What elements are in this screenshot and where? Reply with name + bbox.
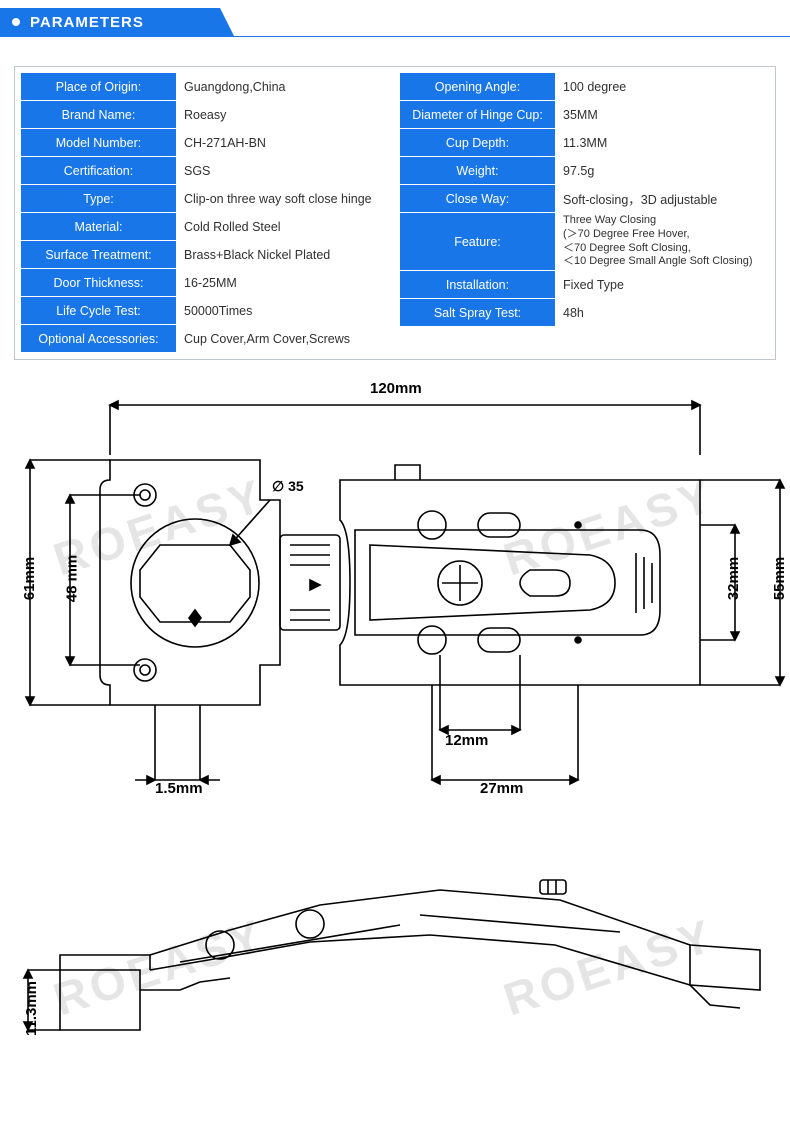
spec-value: Brass+Black Nickel Plated [176,241,390,269]
header-underline [0,36,790,37]
spec-table-wrapper: Place of Origin:Guangdong,ChinaBrand Nam… [14,66,776,360]
spec-column-right: Opening Angle:100 degreeDiameter of Hing… [400,73,769,353]
spec-value: 11.3MM [555,129,769,157]
spec-row: Model Number:CH-271AH-BN [21,129,390,157]
spec-row: Place of Origin:Guangdong,China [21,73,390,101]
spec-value: 97.5g [555,157,769,185]
spec-value: Cup Cover,Arm Cover,Screws [176,325,390,353]
spec-value: 48h [555,299,769,327]
spec-label: Close Way: [400,185,555,213]
spec-value: SGS [176,157,390,185]
spec-label: Model Number: [21,129,176,157]
spec-row: Salt Spray Test:48h [400,299,769,327]
side-view-drawing [0,850,790,1110]
spec-label: Place of Origin: [21,73,176,101]
spec-label: Installation: [400,271,555,299]
spec-row: Brand Name:Roeasy [21,101,390,129]
spec-label: Diameter of Hinge Cup: [400,101,555,129]
spec-label: Optional Accessories: [21,325,176,353]
spec-value: Roeasy [176,101,390,129]
bullet-dot-icon [12,18,20,26]
spec-value: 16-25MM [176,269,390,297]
spec-row: Material:Cold Rolled Steel [21,213,390,241]
spec-row: Surface Treatment:Brass+Black Nickel Pla… [21,241,390,269]
spec-label: Weight: [400,157,555,185]
spec-row: Weight:97.5g [400,157,769,185]
technical-drawing: ROEASY ROEASY ROEASY ROEASY 120mm 61mm 4… [0,380,790,1100]
spec-row: Door Thickness:16-25MM [21,269,390,297]
spec-value: Guangdong,China [176,73,390,101]
spec-row: Type:Clip-on three way soft close hinge [21,185,390,213]
spec-label: Opening Angle: [400,73,555,101]
spec-label: Feature: [400,213,555,271]
spec-row: Diameter of Hinge Cup:35MM [400,101,769,129]
spec-label: Type: [21,185,176,213]
header-title: PARAMETERS [30,14,144,31]
header-blue-bar: PARAMETERS [0,8,220,36]
spec-row: Cup Depth:11.3MM [400,129,769,157]
spec-label: Surface Treatment: [21,241,176,269]
spec-label: Material: [21,213,176,241]
spec-row: Certification:SGS [21,157,390,185]
spec-value: Three Way Closing(＞70 Degree Free Hover,… [555,213,769,271]
spec-value: 50000Times [176,297,390,325]
top-view-drawing [0,385,790,825]
spec-label: Brand Name: [21,101,176,129]
spec-label: Certification: [21,157,176,185]
spec-row: Feature:Three Way Closing(＞70 Degree Fre… [400,213,769,271]
spec-row: Installation:Fixed Type [400,271,769,299]
spec-row: Life Cycle Test:50000Times [21,297,390,325]
spec-column-left: Place of Origin:Guangdong,ChinaBrand Nam… [21,73,390,353]
spec-row: Close Way:Soft-closing，3D adjustable [400,185,769,213]
spec-row: Opening Angle:100 degree [400,73,769,101]
spec-value: Cold Rolled Steel [176,213,390,241]
spec-value: Clip-on three way soft close hinge [176,185,390,213]
spec-value: 35MM [555,101,769,129]
spec-label: Life Cycle Test: [21,297,176,325]
spec-value: Fixed Type [555,271,769,299]
spec-value: CH-271AH-BN [176,129,390,157]
spec-value: 100 degree [555,73,769,101]
spec-value: Soft-closing，3D adjustable [555,185,769,213]
header-band: PARAMETERS [0,8,790,48]
spec-label: Salt Spray Test: [400,299,555,327]
spec-row: Optional Accessories:Cup Cover,Arm Cover… [21,325,390,353]
spec-tables: Place of Origin:Guangdong,ChinaBrand Nam… [21,73,769,353]
spec-label: Cup Depth: [400,129,555,157]
spec-label: Door Thickness: [21,269,176,297]
